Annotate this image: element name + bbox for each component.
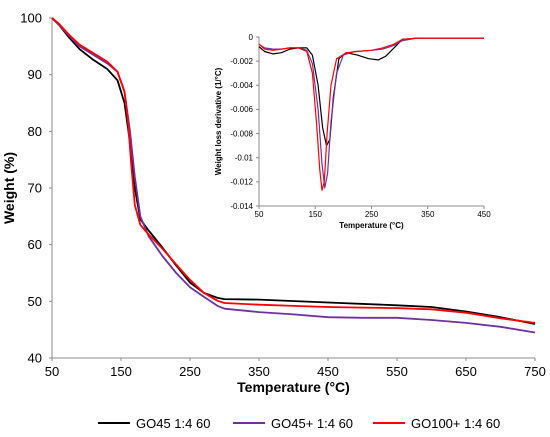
main-x-tick-label: 550 [386, 364, 408, 379]
inset-x-tick-label: 350 [421, 210, 435, 219]
inset-series-line-3 [258, 37, 484, 191]
inset-x-tick-label: 250 [365, 210, 379, 219]
legend-item-go100plus: GO100+ 1:4 60 [373, 412, 500, 434]
main-plot: 50 150 250 350 450 550 650 750405060708090100Te… [1, 11, 546, 395]
legend-swatch [233, 422, 265, 424]
inset-plot: 50 150 250 350 450 0 -0.002 -0.004 -0.006 -0.008 -… [214, 33, 491, 230]
inset-x-tick-label: 450 [477, 210, 491, 219]
inset-y-tick-label: -0.004 [230, 81, 253, 90]
legend: GO45 1:4 60 GO45+ 1:4 60 GO100+ 1:4 60 [0, 412, 550, 434]
inset-y-tick-label: 0 [249, 33, 254, 42]
main-x-axis-label: Temperature (°C) [237, 379, 350, 395]
main-series-line-1 [51, 17, 536, 325]
inset-y-tick-label: -0.01 [235, 154, 254, 163]
inset-series-line-2 [258, 37, 484, 189]
main-y-tick-label: 60 [28, 237, 42, 252]
inset-y-tick-label: -0.002 [230, 57, 253, 66]
legend-label: GO45+ 1:4 60 [271, 415, 354, 431]
main-y-tick-label: 50 [28, 294, 42, 309]
inset-y-axis-label: Weight loss derivative (1/°C) [214, 67, 223, 175]
inset-y-tick-label: -0.008 [230, 129, 253, 138]
legend-item-go45: GO45 1:4 60 [98, 412, 210, 434]
main-x-tick-label: 350 [248, 364, 270, 379]
inset-y-tick-label: -0.006 [230, 105, 253, 114]
inset-x-tick-label: 150 [309, 210, 323, 219]
main-y-axis-label: Weight (%) [1, 152, 17, 224]
inset-y-tick-label: -0.014 [230, 202, 253, 211]
legend-label: GO45 1:4 60 [136, 415, 211, 431]
inset-series-line-1 [258, 37, 484, 147]
main-series-line-3 [51, 17, 536, 324]
main-y-tick-label: 90 [28, 67, 42, 82]
legend-label: GO100+ 1:4 60 [411, 415, 501, 431]
main-series-line-2 [51, 17, 536, 334]
main-x-tick-label: 150 [110, 364, 132, 379]
inset-x-tick-label: 50 [255, 210, 264, 219]
main-x-tick-label: 750 [524, 364, 546, 379]
main-y-tick-label: 80 [28, 124, 42, 139]
inset-y-tick-label: -0.012 [230, 178, 253, 187]
main-y-tick-label: 70 [28, 181, 42, 196]
legend-item-go45plus: GO45+ 1:4 60 [233, 412, 353, 434]
main-y-tick-label: 100 [20, 11, 42, 26]
main-x-tick-label: 250 [179, 364, 201, 379]
main-x-tick-label: 450 [317, 364, 339, 379]
inset-x-axis-label: Temperature (°C) [339, 221, 404, 230]
main-x-tick-label: 50 [45, 364, 59, 379]
legend-swatch [98, 422, 130, 424]
legend-swatch [373, 422, 405, 424]
main-y-tick-label: 40 [28, 351, 42, 366]
main-x-tick-label: 650 [455, 364, 477, 379]
